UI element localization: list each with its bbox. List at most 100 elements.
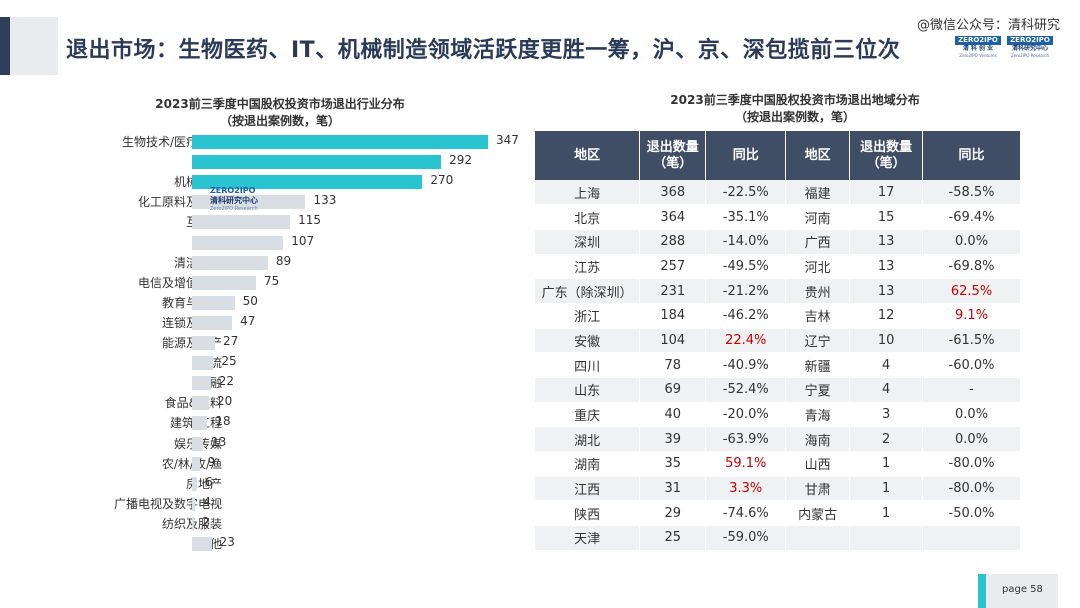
table-cell: 安徽	[535, 328, 641, 354]
table-cell: 深圳	[535, 229, 641, 255]
table-cell: -80.0%	[922, 476, 1021, 502]
table-cell: 364	[639, 204, 707, 230]
table-cell: 陕西	[535, 500, 641, 527]
table-cell: 22.4%	[705, 328, 787, 354]
header: 退出市场：生物医药、IT、机械制造领域活跃度更胜一筹，沪、京、深包揽前三位次 @…	[0, 0, 1080, 76]
page-title: 退出市场：生物医药、IT、机械制造领域活跃度更胜一筹，沪、京、深包揽前三位次	[66, 38, 901, 63]
table-cell: 湖南	[535, 451, 641, 477]
bar	[192, 315, 233, 330]
table-cell: 3.3%	[705, 476, 787, 502]
table-cell: 0.0%	[922, 402, 1021, 428]
bar-row: 广播电视及数字电视 4	[40, 494, 540, 514]
table-cell: 广东（除深圳）	[535, 278, 641, 304]
bar-value-label: 292	[449, 153, 472, 168]
table-cell: -22.5%	[705, 180, 787, 206]
bar-row: 金融22	[40, 373, 540, 393]
bar-value-label: 347	[496, 133, 519, 147]
table-cell: 69	[639, 377, 707, 403]
table-cell: -21.2%	[705, 278, 787, 304]
bar-value-label: 23	[219, 535, 235, 549]
bar-value-label: 89	[275, 253, 292, 268]
zero2ipo-ventures-logo: ZERO2IPO 清 科 创 业 Zero2IPO Ventures	[955, 36, 1001, 60]
table-cell: 福建	[785, 180, 851, 206]
column-header: 退出数量 （笔）	[849, 131, 924, 180]
table-cell: 吉林	[785, 303, 851, 329]
column-header: 地区	[785, 131, 851, 180]
table-cell: 北京	[535, 204, 641, 230]
table-cell: 山东	[535, 377, 641, 403]
bar	[192, 496, 196, 511]
zero2ipo-research-logo: ZERO2IPO 清科研究中心 Zero2IPO Research	[1007, 36, 1053, 60]
bar	[192, 275, 256, 290]
region-table-title-line1: 2023前三季度中国股权投资市场退出地域分布	[670, 93, 920, 107]
bar	[192, 537, 212, 551]
table-cell: 13	[849, 254, 924, 280]
bar	[192, 376, 211, 391]
bar	[192, 396, 210, 411]
table-cell: -52.4%	[705, 377, 787, 403]
bar-row: 其他23	[40, 534, 540, 554]
table-cell: 78	[639, 352, 707, 378]
chart-logo-chinese-name: 清科研究中心	[210, 196, 258, 205]
table-row: 上海 368 -22.5% 福建 17 -58.5%	[535, 180, 1021, 206]
table-cell: -61.5%	[922, 328, 1021, 354]
bar	[192, 175, 423, 190]
column-header: 同比	[922, 131, 1021, 180]
bar	[192, 336, 216, 350]
bar-row: 机械制造270	[40, 172, 540, 192]
table-row: 安徽 104 22.4% 辽宁 10 -61.5%	[535, 328, 1021, 354]
bar-row: 建筑/工程18	[40, 413, 540, 433]
table-cell: -63.9%	[705, 426, 787, 453]
table-cell: 宁夏	[785, 377, 851, 403]
table-cell	[922, 525, 1021, 551]
bar	[192, 416, 208, 431]
footer-accent-bar	[978, 574, 986, 608]
table-cell: 35	[639, 451, 707, 477]
table-cell: 17	[849, 180, 924, 206]
logo-wordmark: ZERO2IPO	[955, 36, 1001, 45]
table-cell: -80.0%	[922, 451, 1021, 477]
bar	[192, 135, 488, 149]
page-number: page 58	[1002, 584, 1043, 595]
table-cell: 39	[639, 426, 707, 453]
table-cell: 4	[849, 377, 924, 403]
bar-row: 房地产 6	[40, 474, 540, 494]
table-cell: 广西	[785, 229, 851, 255]
bar-row: 连锁及零售47	[40, 313, 540, 333]
table-cell: 15	[849, 204, 924, 230]
table-header-row: 地区 退出数量 （笔） 同比 地区 退出数量 （笔） 同比	[535, 131, 1021, 180]
table-row: 重庆 40 -20.0% 青海 3 0.0%	[535, 402, 1021, 428]
table-cell	[785, 525, 851, 551]
bar-value-label: 270	[430, 173, 454, 188]
table-cell: 1	[849, 500, 924, 527]
header-accent-panel	[10, 17, 58, 75]
header-accent-bar	[0, 17, 10, 75]
table-cell: -40.9%	[705, 352, 787, 378]
footer-panel	[986, 574, 1058, 608]
bar	[192, 155, 442, 170]
zero2ipo-logo: ZERO2IPO 清 科 创 业 Zero2IPO Ventures ZERO2…	[955, 36, 1055, 62]
bar-value-label: 25	[221, 354, 237, 369]
table-cell: 13	[849, 278, 924, 304]
bar-row: 电信及增值业务 75	[40, 273, 540, 293]
table-cell: 甘肃	[785, 476, 851, 502]
table-row: 江苏 257 -49.5% 河北 13 -69.8%	[535, 254, 1021, 280]
bar-row: 娱乐传媒13	[40, 434, 540, 454]
table-cell: -	[922, 377, 1021, 403]
bar	[192, 215, 291, 230]
column-header: 退出数量 （笔）	[639, 131, 707, 180]
table-cell: 3	[849, 402, 924, 428]
column-header: 地区	[535, 131, 641, 180]
table-cell: 江西	[535, 476, 641, 502]
table-cell: -69.4%	[922, 204, 1021, 230]
region-table-title: 2023前三季度中国股权投资市场退出地域分布 （按退出案例数，笔）	[600, 92, 990, 126]
table-cell: 4	[849, 352, 924, 378]
bar	[192, 235, 284, 250]
bar-row: 化工原料及加工 133	[40, 192, 540, 212]
bar	[192, 456, 200, 471]
table-cell: 贵州	[785, 278, 851, 304]
table-row: 湖南 35 59.1% 山西 1 -80.0%	[535, 451, 1021, 477]
bar-category-label: 农/林/牧/渔	[162, 455, 222, 472]
bar-value-label: 6	[205, 474, 213, 489]
bar-value-label: 47	[240, 313, 256, 328]
